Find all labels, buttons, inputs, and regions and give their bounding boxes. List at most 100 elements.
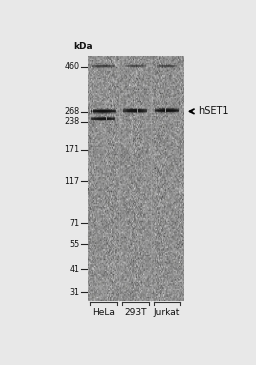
Bar (131, 65, 132, 67)
Bar (133, 65, 134, 66)
Bar (112, 64, 113, 65)
Bar (161, 111, 162, 112)
Bar (157, 112, 158, 113)
Bar (112, 108, 113, 109)
Bar (174, 107, 175, 109)
Bar (142, 111, 143, 113)
Bar (166, 65, 167, 66)
Bar (97, 66, 98, 67)
Bar (114, 66, 115, 68)
Bar (109, 116, 110, 118)
Bar (111, 120, 112, 122)
Bar (166, 64, 167, 65)
Bar (127, 66, 128, 67)
Bar (113, 66, 114, 67)
Bar (100, 118, 101, 119)
Bar (176, 65, 177, 66)
Bar (158, 65, 159, 66)
Bar (139, 67, 140, 68)
Bar (104, 65, 105, 66)
Bar (123, 109, 124, 110)
Bar (157, 109, 158, 110)
Bar (168, 111, 169, 112)
Bar (142, 66, 143, 68)
Bar (166, 65, 167, 66)
Bar (102, 67, 103, 69)
Bar (104, 65, 105, 67)
Bar (137, 65, 138, 66)
Bar (163, 108, 164, 110)
Bar (110, 113, 111, 114)
Bar (138, 111, 139, 113)
Bar (105, 109, 106, 110)
Bar (106, 119, 107, 120)
Bar (111, 112, 112, 114)
Bar (95, 119, 96, 120)
Bar (166, 109, 167, 110)
Bar (115, 113, 116, 114)
Bar (92, 66, 93, 68)
Bar (157, 65, 158, 67)
Bar (129, 107, 130, 108)
Bar (114, 66, 115, 68)
Bar (159, 107, 160, 108)
Bar (109, 66, 110, 68)
Bar (135, 65, 136, 66)
Bar (173, 65, 174, 67)
Bar (132, 108, 133, 109)
Bar (165, 65, 166, 66)
Bar (138, 110, 139, 111)
Bar (169, 109, 170, 111)
Bar (104, 118, 105, 119)
Bar (128, 110, 129, 112)
Bar (113, 65, 114, 66)
Bar (132, 65, 133, 66)
Bar (95, 119, 96, 120)
Bar (132, 67, 133, 68)
Bar (129, 66, 130, 68)
Bar (103, 118, 104, 119)
Bar (175, 64, 176, 65)
Bar (125, 108, 126, 109)
Bar (134, 65, 135, 66)
Bar (103, 116, 104, 118)
Bar (171, 65, 172, 66)
Bar (134, 65, 135, 67)
Bar (144, 66, 145, 68)
Bar (97, 110, 98, 111)
Bar (97, 64, 98, 66)
Bar (113, 120, 114, 121)
Bar (161, 65, 162, 67)
Bar (100, 111, 101, 112)
Bar (100, 109, 101, 110)
Bar (127, 111, 128, 112)
Bar (97, 67, 98, 68)
Bar (94, 66, 95, 68)
Bar (113, 64, 114, 65)
Bar (91, 113, 92, 114)
Bar (168, 108, 169, 110)
Bar (98, 120, 99, 122)
Bar (129, 110, 130, 111)
Bar (132, 65, 133, 66)
Bar (164, 65, 165, 66)
Bar (100, 66, 101, 68)
Bar (145, 109, 146, 110)
Bar (141, 107, 142, 108)
Bar (135, 111, 136, 112)
Bar (169, 110, 170, 111)
Bar (99, 67, 100, 68)
Bar (108, 114, 109, 115)
Bar (133, 110, 134, 111)
Bar (95, 117, 96, 118)
Bar (159, 112, 160, 113)
Bar (109, 118, 110, 119)
Bar (97, 118, 98, 119)
Bar (105, 116, 106, 118)
Bar (102, 111, 103, 112)
Bar (137, 66, 138, 67)
Bar (158, 66, 159, 68)
Bar (101, 109, 102, 111)
Bar (124, 109, 125, 111)
Bar (101, 120, 102, 122)
